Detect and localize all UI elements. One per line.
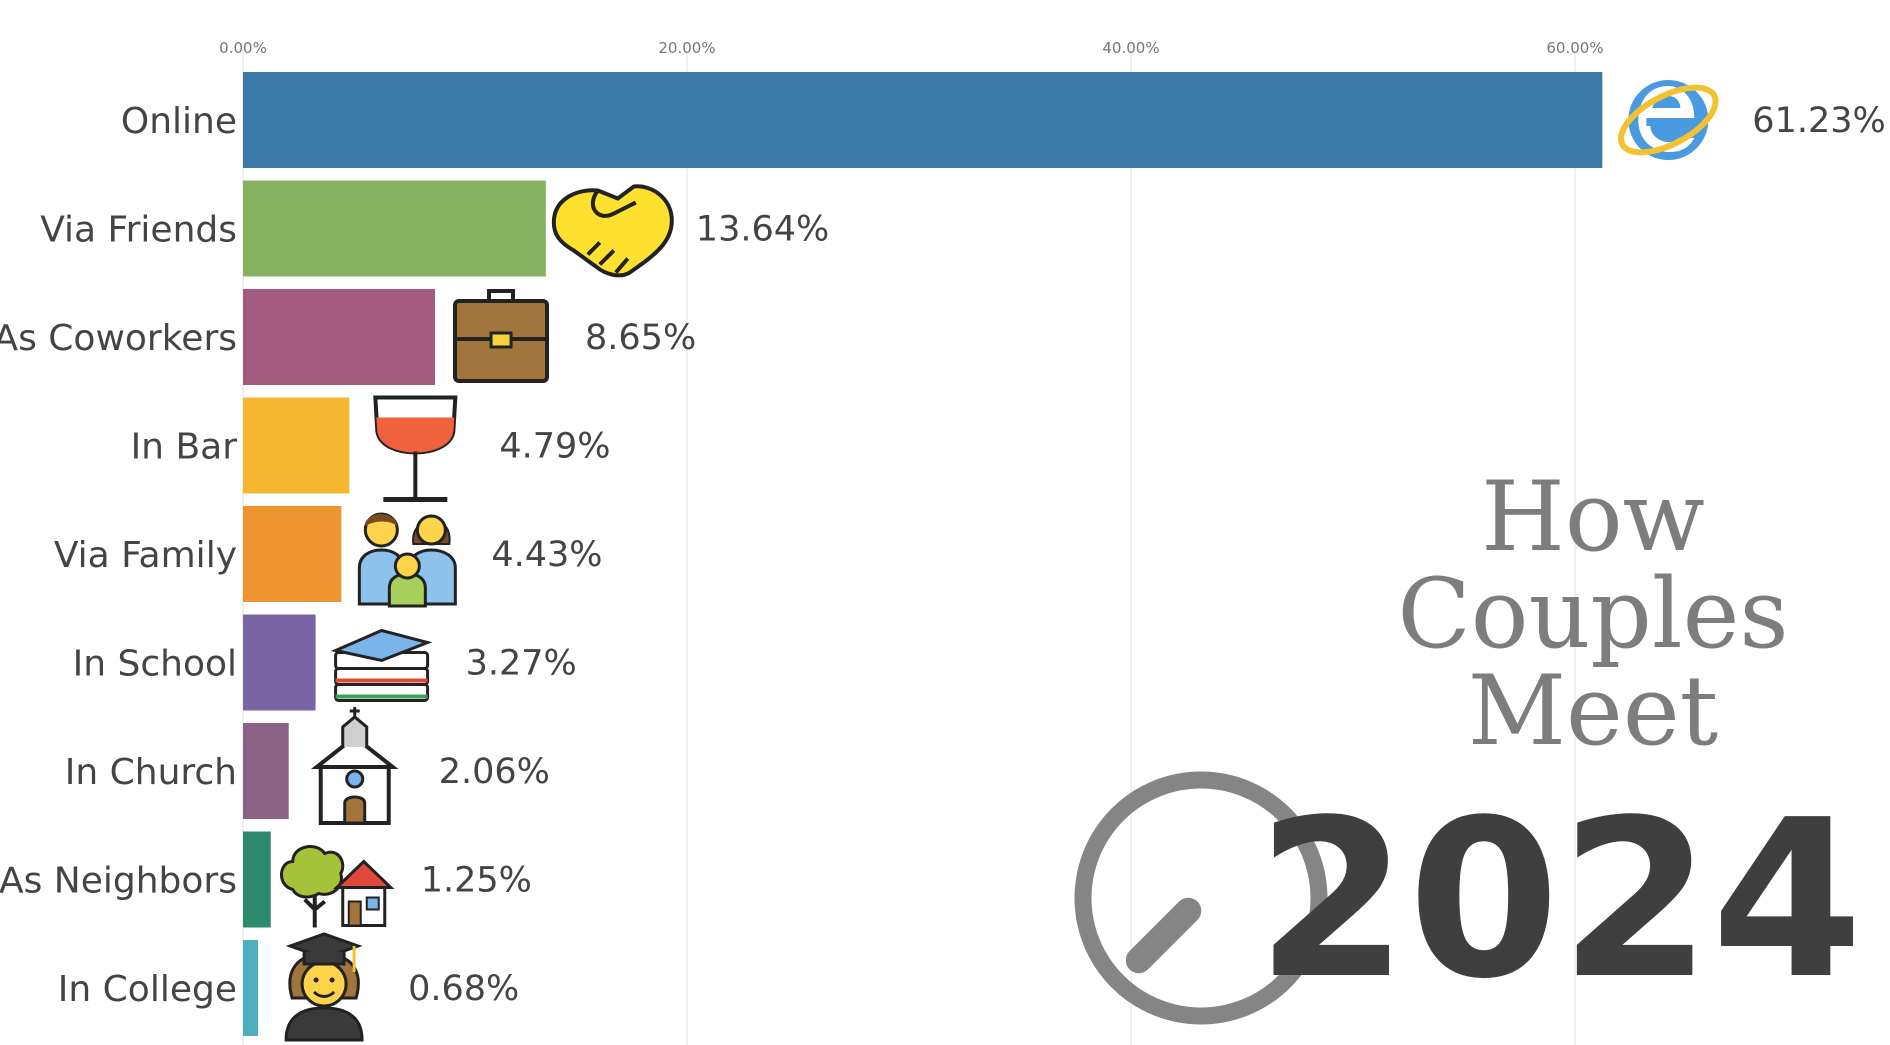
value-label-via-friends: 13.64% — [696, 210, 829, 250]
church-icon — [310, 707, 399, 825]
value-labels: 61.23% 13.64% 8.65% 4.79% 4.43% 3.27% 2.06% 1.2… — [408, 101, 1886, 1009]
title-line-2: Couples — [1397, 558, 1788, 670]
category-label-as-coworkers: As Coworkers — [0, 318, 237, 359]
bar-as-neighbors — [243, 831, 271, 928]
value-label-in-college: 0.68% — [408, 969, 519, 1009]
category-label-as-neighbors: As Neighbors — [0, 861, 237, 902]
x-tick-label: 20.00% — [658, 39, 715, 57]
bar-via-friends — [243, 180, 546, 277]
x-tick-label: 60.00% — [1546, 39, 1603, 57]
x-tick-label: 40.00% — [1102, 39, 1159, 57]
category-label-in-bar: In Bar — [131, 427, 238, 468]
category-labels: Online Via Friends As Coworkers In Bar Via F… — [0, 101, 237, 1010]
category-label-in-church: In Church — [65, 752, 237, 793]
value-label-in-bar: 4.79% — [499, 427, 610, 467]
internet-explorer-icon — [1618, 80, 1719, 160]
category-label-via-family: Via Family — [54, 535, 237, 576]
x-tick-label: 0.00% — [219, 39, 267, 57]
books-icon — [330, 628, 433, 702]
value-label-as-neighbors: 1.25% — [421, 861, 532, 901]
bar-via-family — [243, 506, 342, 602]
dial-hand — [1125, 897, 1202, 974]
bar-in-school — [243, 614, 316, 711]
wine-glass-icon — [373, 395, 458, 502]
value-label-in-church: 2.06% — [439, 752, 550, 792]
value-label-in-school: 3.27% — [466, 644, 577, 684]
tree-house-icon — [280, 845, 395, 928]
x-axis-ticks: 0.00% 20.00% 40.00% 60.00% — [219, 39, 1603, 57]
category-label-in-school: In School — [73, 644, 237, 685]
bar-in-college — [243, 940, 259, 1036]
title-line-3: Meet — [1468, 655, 1719, 767]
value-label-as-coworkers: 8.65% — [585, 318, 696, 358]
bar-icons — [280, 80, 1719, 1042]
chart-title: How Couples Meet — [1397, 461, 1788, 767]
category-label-online: Online — [121, 101, 237, 142]
family-icon — [357, 512, 457, 608]
handshake-icon — [551, 184, 674, 278]
clock-dial-icon — [1074, 771, 1328, 1025]
bars — [243, 72, 1603, 1036]
briefcase-icon — [453, 289, 550, 383]
category-label-in-college: In College — [58, 969, 237, 1010]
category-label-via-friends: Via Friends — [40, 210, 237, 251]
value-label-online: 61.23% — [1752, 101, 1885, 141]
bar-as-coworkers — [243, 289, 436, 385]
title-line-1: How — [1481, 461, 1705, 573]
graduate-icon — [284, 932, 364, 1042]
bar-online — [243, 72, 1603, 168]
bar-in-bar — [243, 397, 350, 494]
bar-in-church — [243, 723, 289, 819]
year-label: 2024 — [1256, 774, 1863, 1027]
value-label-via-family: 4.43% — [491, 535, 602, 575]
